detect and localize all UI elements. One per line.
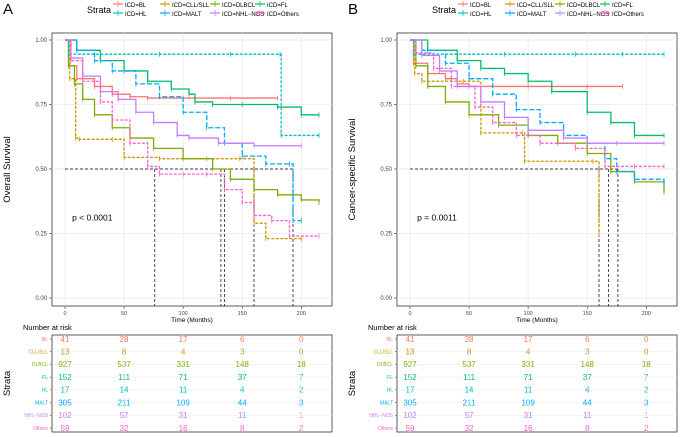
legend-label: ICD=BL (125, 3, 147, 9)
legend-label: ICD=HL (470, 12, 492, 18)
risk-row-label: Others (33, 426, 49, 432)
legend-label: ICD=DLBCL (222, 3, 256, 9)
risk-table-axis-label: Strata (2, 370, 13, 396)
risk-row-label: HL (387, 388, 394, 394)
survival-curve-others (410, 39, 664, 168)
x-axis-label: Time (Months) (516, 317, 558, 324)
risk-row-label: Others (378, 426, 394, 432)
y-axis-label: Cancer-specific Survival (347, 119, 358, 221)
legend-label: ICD=FL (267, 3, 289, 9)
y-tick-label: 0.75 (380, 103, 392, 109)
p-value: p < 0.0001 (72, 213, 113, 223)
panel-letter: A (3, 1, 13, 18)
risk-table-title: Number at risk (368, 323, 417, 332)
risk-table-axis-label: Strata (347, 370, 358, 396)
x-tick-label: 0 (408, 311, 411, 317)
risk-row-label: FL (42, 375, 48, 381)
x-axis-label: Time (Months) (171, 317, 213, 324)
x-tick-label: 150 (238, 311, 247, 317)
panel-b: B Strata ICD=BL ICD=CLL/SLL ICD=DLBCL ICD=FLI… (347, 1, 678, 433)
risk-row-label: FL (387, 375, 393, 381)
risk-row-label: MALT (380, 400, 393, 406)
x-tick-label: 50 (121, 311, 127, 317)
legend-label: ICD=HL (125, 12, 147, 18)
legend-label: ICD=DLBCL (567, 3, 601, 9)
y-tick-label: 0.50 (380, 167, 392, 173)
plot-frame (51, 32, 333, 307)
risk-row-label: HL (42, 388, 49, 394)
risk-table-frame (396, 334, 678, 433)
legend: Strata ICD=BL ICD=CLL/SLL ICD=DLBCL ICD=FLIC… (432, 1, 644, 18)
legend-label: ICD=CLL/SLL (172, 3, 210, 9)
y-tick-label: 0.75 (35, 103, 47, 109)
x-tick-label: 200 (297, 311, 306, 317)
risk-row-label: CLL/SLL (374, 350, 394, 356)
p-value: p = 0.0011 (417, 213, 457, 223)
legend-title: Strata (432, 5, 456, 15)
x-tick-label: 100 (179, 311, 188, 317)
panel-letter: B (348, 1, 358, 18)
legend-label: ICD=MALT (172, 12, 202, 18)
x-tick-label: 150 (583, 311, 592, 317)
y-tick-label: 0.00 (380, 296, 392, 302)
panel-a: A Strata ICD=BL ICD=CLL/SLL ICD=DLBCL ICD=FLI… (2, 1, 333, 433)
y-tick-label: 0.25 (380, 232, 392, 238)
y-tick-label: 0.25 (35, 232, 47, 238)
x-tick-label: 100 (524, 311, 533, 317)
legend-label: ICD=NHL−NOS (222, 12, 264, 18)
risk-table-title: Number at risk (23, 323, 72, 332)
y-tick-label: 1.00 (380, 38, 392, 44)
legend-label: ICD=Others (612, 12, 644, 18)
risk-row-label: BL (42, 337, 48, 343)
legend-label: ICD=CLL/SLL (517, 3, 555, 9)
legend-title: Strata (87, 5, 111, 15)
survival-curve-hl (65, 39, 319, 137)
plot-frame (396, 32, 678, 307)
risk-row-label: DLBCL (377, 362, 393, 368)
risk-row-label: BL (387, 337, 393, 343)
y-tick-label: 0.50 (35, 167, 47, 173)
legend-label: ICD=MALT (517, 12, 547, 18)
risk-table: Number at riskStrataBL41281760CLL/SLL138… (347, 323, 678, 433)
y-tick-label: 0.00 (35, 296, 47, 302)
risk-row-label: MALT (35, 400, 48, 406)
survival-curve-nhl-nos (65, 39, 302, 147)
survival-curve-others (65, 39, 319, 237)
risk-row-label: DLBCL (32, 362, 48, 368)
risk-table: Number at riskStrataBL41281760CLL/SLL138… (2, 323, 333, 433)
risk-row-label: NHL−NOS (24, 413, 48, 419)
risk-row-label: NHL−NOS (369, 413, 393, 419)
risk-table-frame (51, 334, 333, 433)
x-tick-label: 50 (466, 311, 472, 317)
legend-label: ICD=Others (267, 12, 299, 18)
legend-label: ICD=FL (612, 3, 634, 9)
x-tick-label: 200 (642, 311, 651, 317)
legend: Strata ICD=BL ICD=CLL/SLL ICD=DLBCL ICD=FLIC… (87, 1, 299, 18)
survival-curve-nhl-nos (410, 39, 664, 144)
legend-label: ICD=BL (470, 3, 492, 9)
y-axis-label: Overall Survival (2, 136, 13, 203)
legend-label: ICD=NHL−NOS (567, 12, 609, 18)
y-tick-label: 1.00 (35, 38, 47, 44)
x-tick-label: 0 (63, 311, 66, 317)
risk-row-label: CLL/SLL (29, 350, 49, 356)
